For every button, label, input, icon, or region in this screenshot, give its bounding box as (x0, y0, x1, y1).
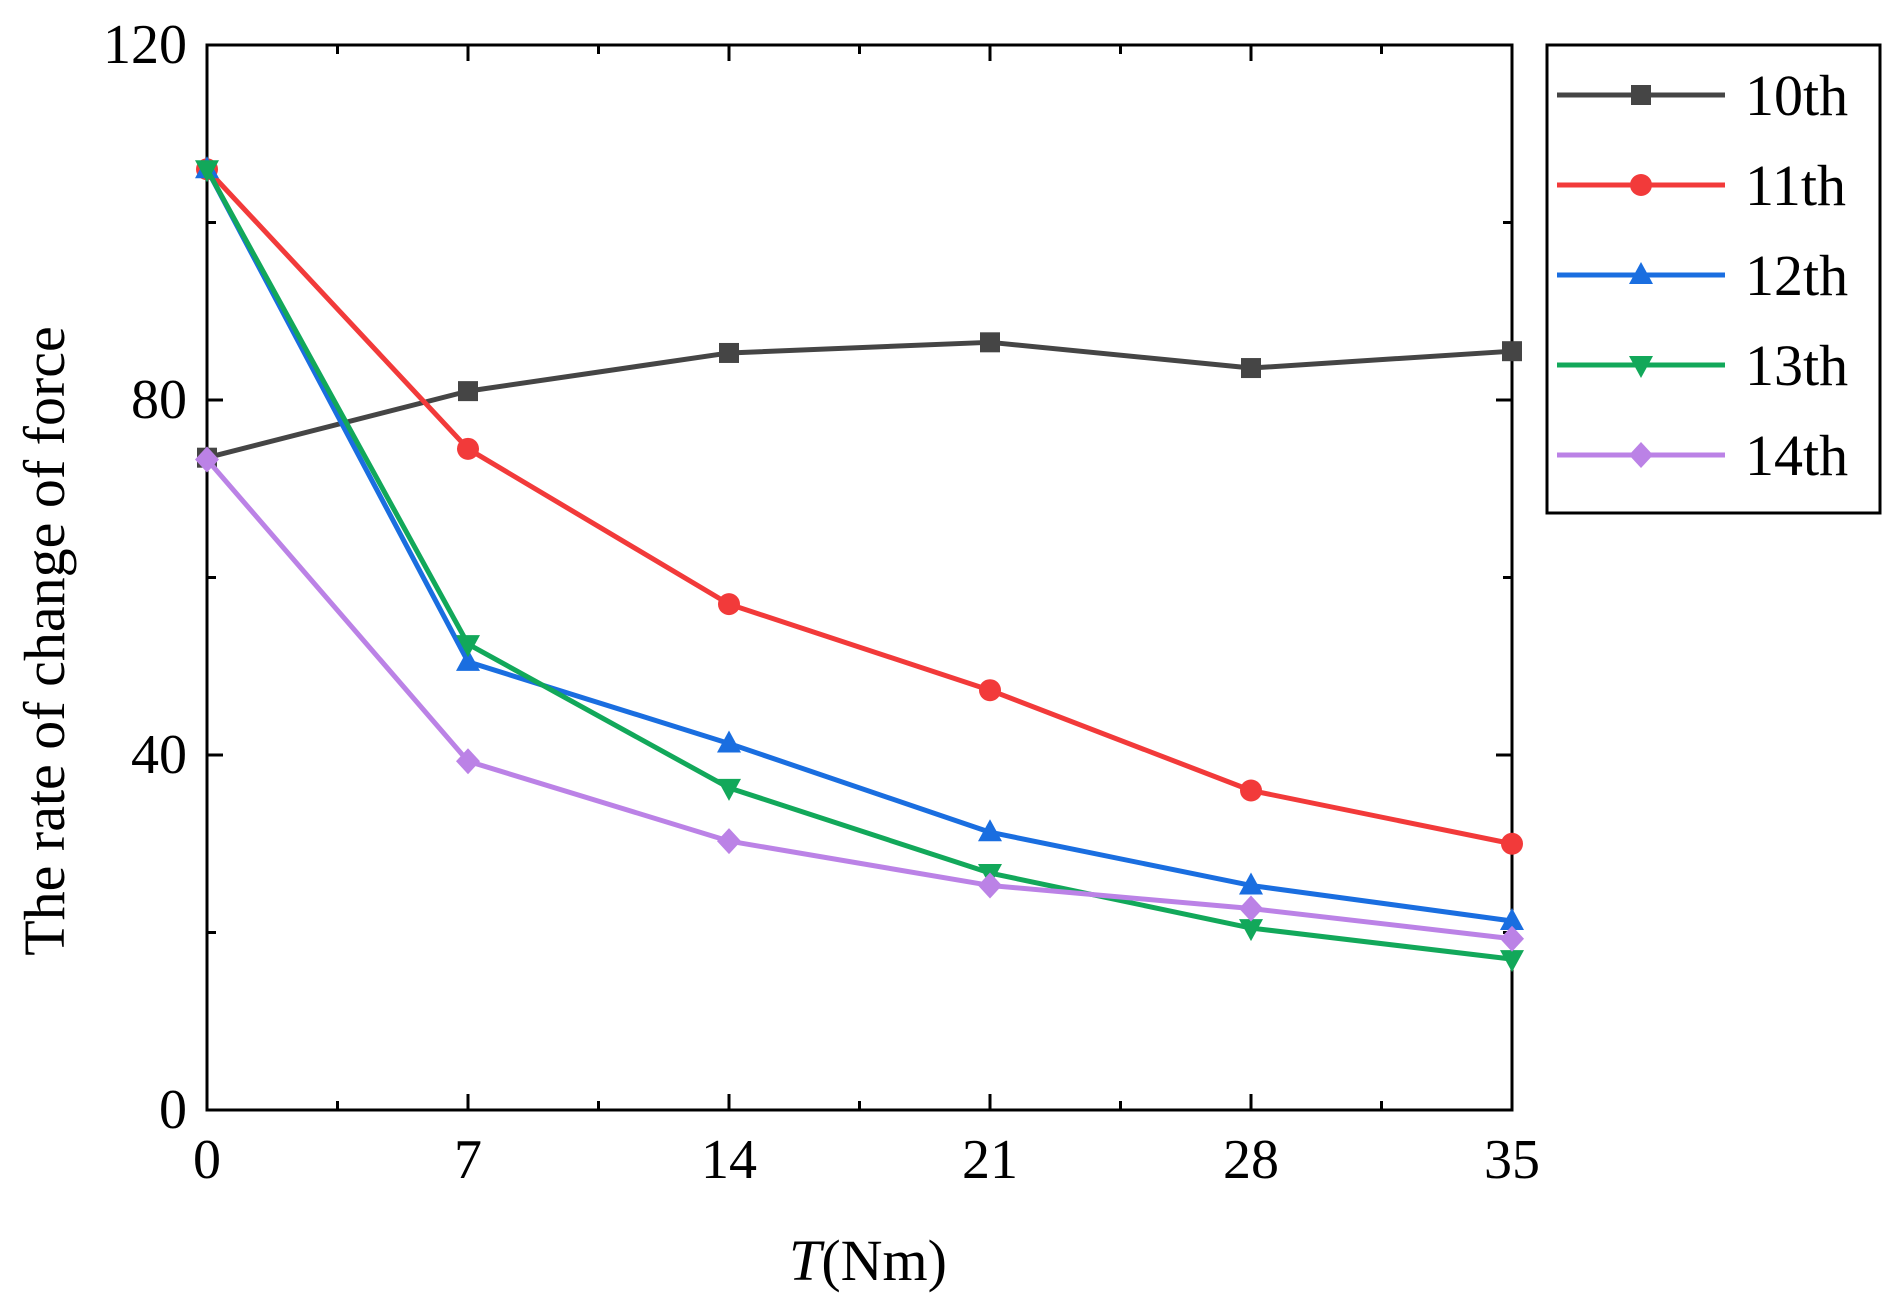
data-point-12th (978, 819, 1002, 842)
data-point-14th (717, 828, 741, 855)
legend-item-14th: 14th (1557, 423, 1848, 488)
series-line-14th (205, 457, 1513, 942)
data-point-10th (719, 342, 739, 363)
data-point-13th (1500, 950, 1524, 973)
data-point-14th (195, 446, 219, 473)
data-point-14th (978, 872, 1002, 899)
legend-item-10th: 10th (1557, 63, 1848, 128)
data-point-14th (456, 748, 480, 775)
y-tick-label: 40 (131, 724, 187, 786)
legend-marker-13th (1629, 356, 1653, 378)
data-point-14th (1239, 895, 1263, 922)
x-axis-title: T(Nm) (789, 1228, 947, 1293)
data-point-10th (1241, 358, 1261, 379)
y-tick-label: 80 (131, 369, 187, 431)
series-line-12th (204, 168, 1513, 924)
series-line-11th (205, 167, 1513, 847)
data-point-10th (458, 381, 478, 402)
series-12th (195, 156, 1524, 930)
legend-label-14th: 14th (1745, 423, 1848, 488)
plot-border (205, 43, 1514, 1112)
y-tick-label: 0 (159, 1079, 187, 1141)
data-point-11th (457, 437, 479, 460)
legend-label-12th: 12th (1745, 243, 1848, 308)
data-point-11th (979, 679, 1001, 702)
data-point-11th (1501, 832, 1523, 855)
plot-frame (205, 43, 1514, 1112)
x-tick-label: 21 (962, 1129, 1018, 1191)
legend-label-13th: 13th (1745, 333, 1848, 398)
x-tick-label: 28 (1223, 1129, 1279, 1191)
axis-ticks (205, 43, 1514, 1112)
data-point-11th (1240, 779, 1262, 802)
x-tick-label: 35 (1484, 1129, 1540, 1191)
tick-labels: 0 7 14 21 28 35 0 40 80 120 (103, 14, 1540, 1191)
y-tick-label: 120 (103, 14, 187, 76)
data-point-12th (456, 648, 480, 671)
legend-item-11th: 11th (1557, 153, 1846, 218)
legend-label-11th: 11th (1745, 153, 1846, 218)
legend-label-10th: 10th (1745, 63, 1848, 128)
legend: 10th 11th 12th 13th 14th (1545, 43, 1882, 515)
data-point-10th (1502, 341, 1522, 362)
data-point-11th (718, 593, 740, 616)
data-point-14th (1500, 925, 1524, 952)
series-line-13th (204, 168, 1513, 962)
legend-marker-14th (1629, 442, 1653, 468)
x-tick-label: 14 (701, 1129, 757, 1191)
data-point-10th (980, 332, 1000, 353)
data-point-12th (717, 730, 741, 753)
x-tick-label: 0 (193, 1129, 221, 1191)
data-point-13th (195, 160, 219, 183)
legend-item-13th: 13th (1557, 333, 1848, 398)
series-layer (195, 156, 1524, 973)
data-point-13th (456, 635, 480, 658)
legend-marker-12th (1629, 262, 1653, 284)
legend-item-12th: 12th (1557, 243, 1848, 308)
legend-box (1545, 43, 1882, 515)
series-13th (195, 160, 1524, 973)
series-line-10th (206, 339, 1513, 461)
legend-marker-11th (1630, 174, 1652, 196)
x-axis-title-unit: (Nm) (821, 1228, 947, 1293)
legend-marker-10th (1631, 85, 1651, 105)
data-point-12th (1500, 907, 1524, 930)
series-14th (195, 446, 1524, 952)
x-axis-title-variable: T (789, 1228, 825, 1293)
data-point-13th (1239, 919, 1263, 942)
series-10th (197, 332, 1522, 468)
data-point-13th (717, 778, 741, 801)
y-axis-title: The rate of change of force (12, 326, 77, 956)
x-tick-label: 7 (454, 1129, 482, 1191)
data-point-12th (1239, 872, 1263, 895)
